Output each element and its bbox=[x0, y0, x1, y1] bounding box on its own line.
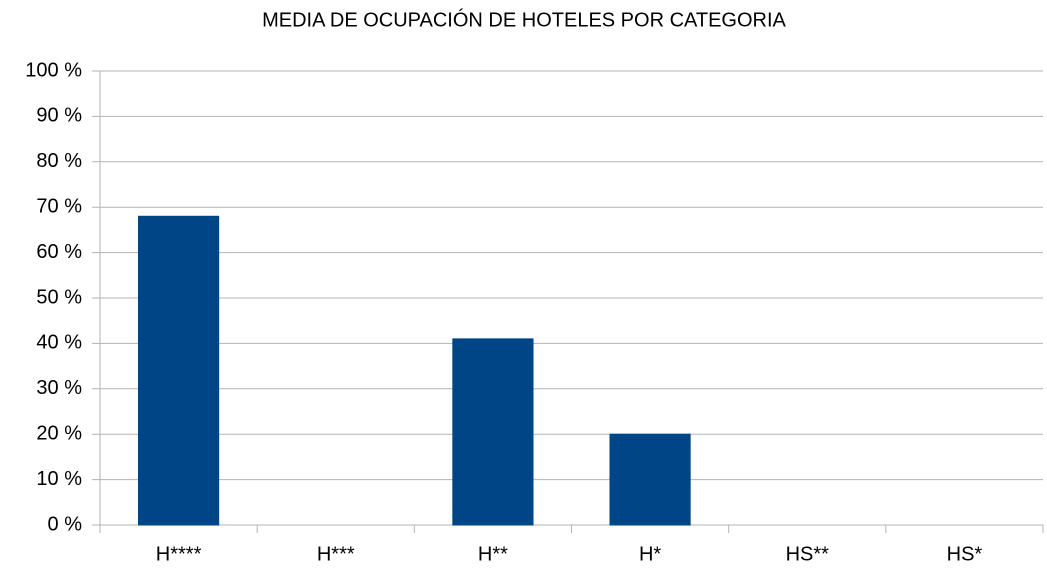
y-tick-label: 40 % bbox=[36, 332, 82, 354]
y-tick-label: 70 % bbox=[36, 195, 82, 217]
y-tick-label: 80 % bbox=[36, 150, 82, 172]
y-tick-label: 100 % bbox=[25, 59, 82, 81]
x-tick-label: HS* bbox=[947, 543, 983, 565]
x-tick-label: HS** bbox=[786, 543, 830, 565]
x-tick-label: H* bbox=[639, 543, 661, 565]
y-tick-label: 30 % bbox=[36, 377, 82, 399]
y-tick-label: 60 % bbox=[36, 241, 82, 263]
bar bbox=[138, 215, 220, 526]
y-tick-label: 0 % bbox=[48, 513, 83, 535]
y-tick-label: 10 % bbox=[36, 468, 82, 490]
y-tick-label: 20 % bbox=[36, 422, 82, 444]
bar bbox=[609, 433, 691, 526]
y-tick-label: 50 % bbox=[36, 286, 82, 308]
bar bbox=[452, 338, 534, 526]
chart-title: MEDIA DE OCUPACIÓN DE HOTELES POR CATEGO… bbox=[262, 8, 786, 31]
y-tick-label: 90 % bbox=[36, 105, 82, 127]
x-tick-label: H**** bbox=[156, 543, 202, 565]
x-tick-label: H*** bbox=[317, 543, 355, 565]
x-tick-label: H** bbox=[478, 543, 508, 565]
